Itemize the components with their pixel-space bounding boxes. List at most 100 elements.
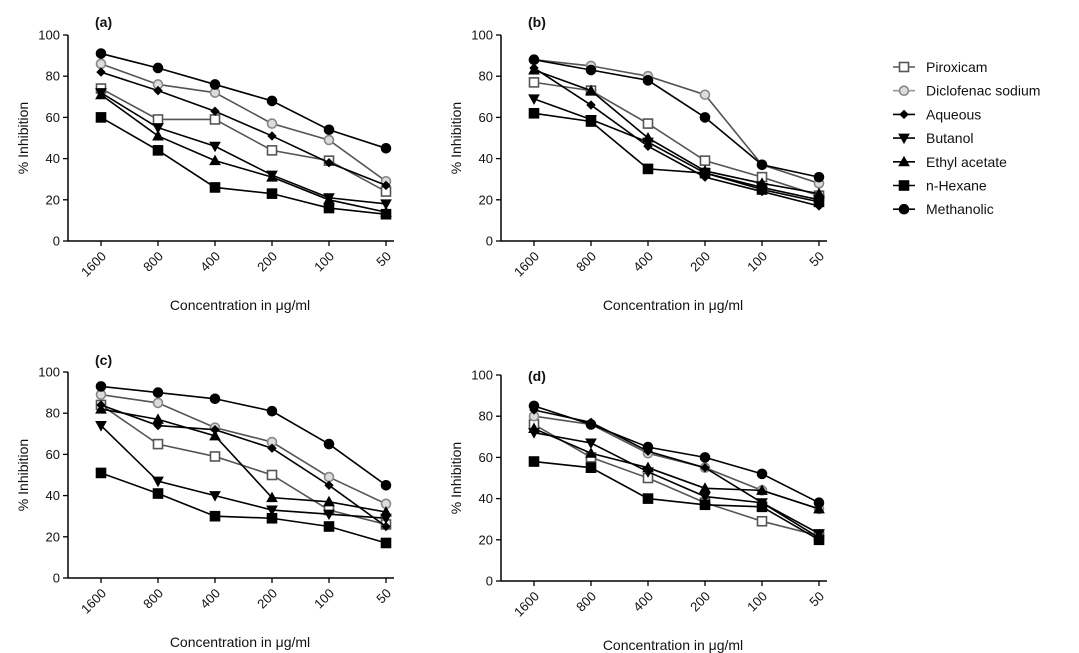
data-point	[152, 476, 164, 488]
x-tick-label: 800	[573, 249, 599, 275]
x-tick-label: 200	[687, 589, 713, 615]
legend-label: n-Hexane	[926, 178, 987, 194]
data-point	[585, 447, 597, 458]
series-line	[533, 58, 820, 185]
data-point	[528, 63, 540, 75]
series	[528, 54, 825, 183]
data-point	[381, 521, 391, 532]
y-tick-label: 40	[479, 491, 493, 506]
legend-item: Butanol	[893, 130, 973, 146]
data-point	[95, 88, 107, 100]
series	[528, 410, 825, 515]
x-tick-label: 400	[630, 589, 656, 615]
data-point	[95, 403, 107, 414]
data-point	[323, 471, 335, 483]
x-tick-label: 200	[254, 249, 280, 275]
data-point	[266, 491, 278, 503]
panel-label: (d)	[528, 368, 546, 384]
x-tick-label: 100	[311, 249, 337, 275]
series-line	[100, 404, 387, 528]
y-tick-label: 20	[46, 529, 60, 544]
series	[528, 107, 825, 208]
x-axis-title: Concentration in μg/ml	[603, 637, 743, 653]
data-point	[324, 158, 334, 168]
data-point	[152, 438, 164, 450]
y-tick-label: 0	[486, 234, 493, 249]
chart-panel: 0 20 40 60 80 100 1600 800 400 200 100 50 Concentrat…	[15, 14, 394, 313]
series-line	[533, 423, 820, 537]
y-tick-label: 80	[46, 69, 60, 84]
data-point	[699, 155, 711, 166]
data-point	[152, 114, 164, 125]
x-tick-label: 800	[140, 249, 166, 275]
legend-label: Aqueous	[926, 106, 981, 122]
data-point	[699, 452, 711, 463]
data-point	[813, 529, 825, 540]
data-point	[699, 89, 711, 101]
series-line	[100, 71, 387, 187]
x-tick-label: 100	[744, 249, 770, 275]
y-axis-title: % Inhibition	[448, 442, 464, 514]
data-point	[528, 107, 540, 119]
legend-label: Ethyl acetate	[926, 154, 1007, 170]
data-point	[585, 438, 597, 450]
y-tick-label: 60	[479, 450, 493, 465]
panel-label: (c)	[95, 352, 112, 368]
data-point	[266, 505, 278, 517]
series-line	[100, 424, 387, 520]
chart-panel: 0 20 40 60 80 100 1600 800 400 200 100 50 Concentrat…	[448, 368, 827, 653]
data-point	[95, 381, 107, 392]
data-point	[323, 495, 335, 507]
data-point	[209, 79, 221, 90]
data-point	[95, 467, 107, 479]
series-line	[100, 408, 387, 513]
legend-label: Piroxicam	[926, 59, 987, 75]
x-tick-label: 1600	[511, 249, 542, 280]
x-tick-label: 800	[573, 589, 599, 615]
data-point	[323, 134, 335, 146]
series-line	[533, 409, 820, 539]
y-tick-label: 80	[479, 69, 493, 84]
series	[95, 421, 392, 525]
x-tick-label: 100	[311, 586, 337, 612]
data-point	[699, 167, 711, 179]
series-line	[100, 87, 387, 193]
data-point	[586, 100, 596, 110]
x-tick-label: 50	[373, 249, 394, 270]
legend-marker	[898, 180, 910, 191]
legend-marker	[898, 155, 910, 167]
data-point	[323, 124, 335, 136]
y-tick-label: 0	[53, 571, 60, 586]
data-point	[209, 451, 221, 462]
series	[95, 381, 392, 491]
x-tick-label: 800	[140, 586, 166, 612]
data-point	[756, 501, 768, 513]
data-point	[266, 188, 278, 199]
legend-marker	[898, 61, 910, 73]
data-point	[95, 112, 107, 123]
data-point	[700, 462, 710, 473]
legend-label: Diclofenac sodium	[926, 83, 1040, 99]
data-point	[209, 114, 221, 125]
y-axis-title: % Inhibition	[15, 102, 31, 174]
series-line	[100, 116, 387, 216]
data-point	[152, 413, 164, 424]
data-point	[380, 506, 392, 517]
series	[95, 389, 392, 510]
series-line	[533, 112, 820, 203]
data-point	[813, 497, 825, 509]
series	[529, 405, 824, 543]
data-point	[152, 387, 164, 398]
data-point	[266, 145, 278, 156]
y-axis-title: % Inhibition	[15, 439, 31, 511]
series-line	[100, 385, 387, 486]
series-line	[100, 393, 387, 505]
legend-item: n-Hexane	[893, 178, 987, 194]
data-point	[324, 480, 334, 491]
data-point	[266, 512, 278, 524]
series-line	[100, 472, 387, 544]
series	[95, 112, 392, 220]
data-point	[266, 405, 278, 417]
data-point	[95, 48, 107, 59]
series	[528, 422, 825, 514]
